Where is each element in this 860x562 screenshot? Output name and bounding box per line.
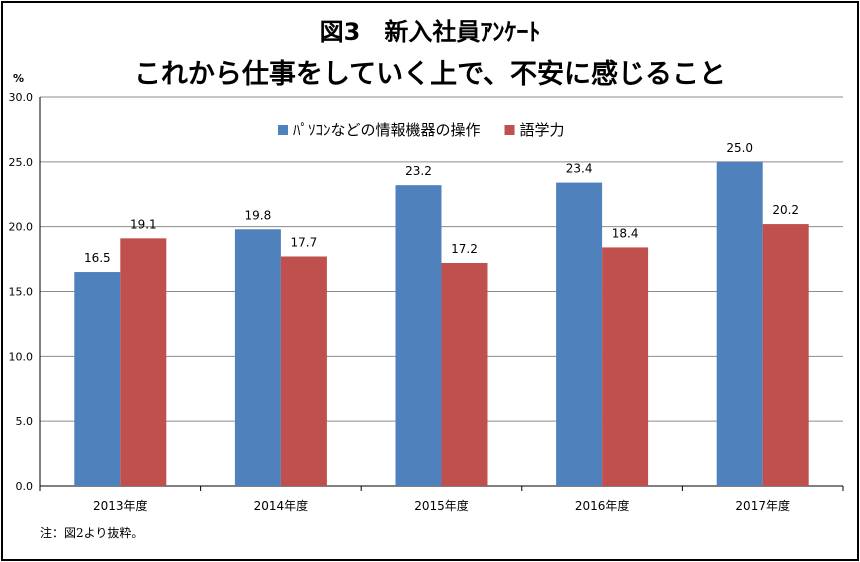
bar (234, 229, 281, 486)
x-tick-label: 2017年度 (735, 498, 790, 513)
bar (441, 262, 488, 486)
bar (395, 185, 442, 486)
data-label: 18.4 (612, 226, 639, 240)
x-tick-label: 2015年度 (414, 498, 469, 513)
data-label: 17.2 (451, 242, 478, 256)
bar (716, 161, 763, 487)
data-label: 16.5 (84, 251, 111, 265)
legend-label: 語学力 (520, 121, 565, 139)
y-tick-label: 15.0 (9, 286, 34, 299)
bar (280, 256, 327, 486)
x-tick-label: 2016年度 (575, 498, 630, 513)
legend-swatch (278, 125, 288, 135)
data-label: 20.2 (772, 203, 799, 217)
y-tick-label: 30.0 (9, 91, 34, 104)
bar (602, 247, 649, 486)
data-label: 19.8 (245, 208, 272, 222)
y-axis-unit: % (13, 72, 25, 85)
y-tick-label: 20.0 (9, 221, 34, 234)
data-label: 17.7 (291, 235, 318, 249)
bar (74, 272, 121, 486)
x-tick-label: 2013年度 (93, 498, 148, 513)
bar (762, 224, 809, 486)
y-tick-label: 0.0 (16, 480, 34, 493)
chart-title: 図3 新入社員ｱﾝｹｰﾄ (319, 18, 541, 46)
y-tick-label: 5.0 (16, 415, 34, 428)
y-tick-label: 25.0 (9, 156, 34, 169)
legend-label: ﾊﾟｿｺﾝなどの情報機器の操作 (293, 121, 481, 139)
footnote: 注：図2より抜粋。 (40, 526, 144, 540)
data-label: 23.2 (405, 164, 432, 178)
data-label: 23.4 (566, 162, 593, 176)
data-label: 25.0 (726, 141, 753, 155)
x-tick-label: 2014年度 (254, 498, 309, 513)
chart-subtitle: これから仕事をしていく上で、不安に感じること (133, 59, 727, 90)
bar (556, 182, 603, 486)
data-label: 19.1 (130, 217, 157, 231)
y-tick-label: 10.0 (9, 350, 34, 363)
legend-swatch (504, 125, 515, 135)
bar (120, 238, 167, 486)
